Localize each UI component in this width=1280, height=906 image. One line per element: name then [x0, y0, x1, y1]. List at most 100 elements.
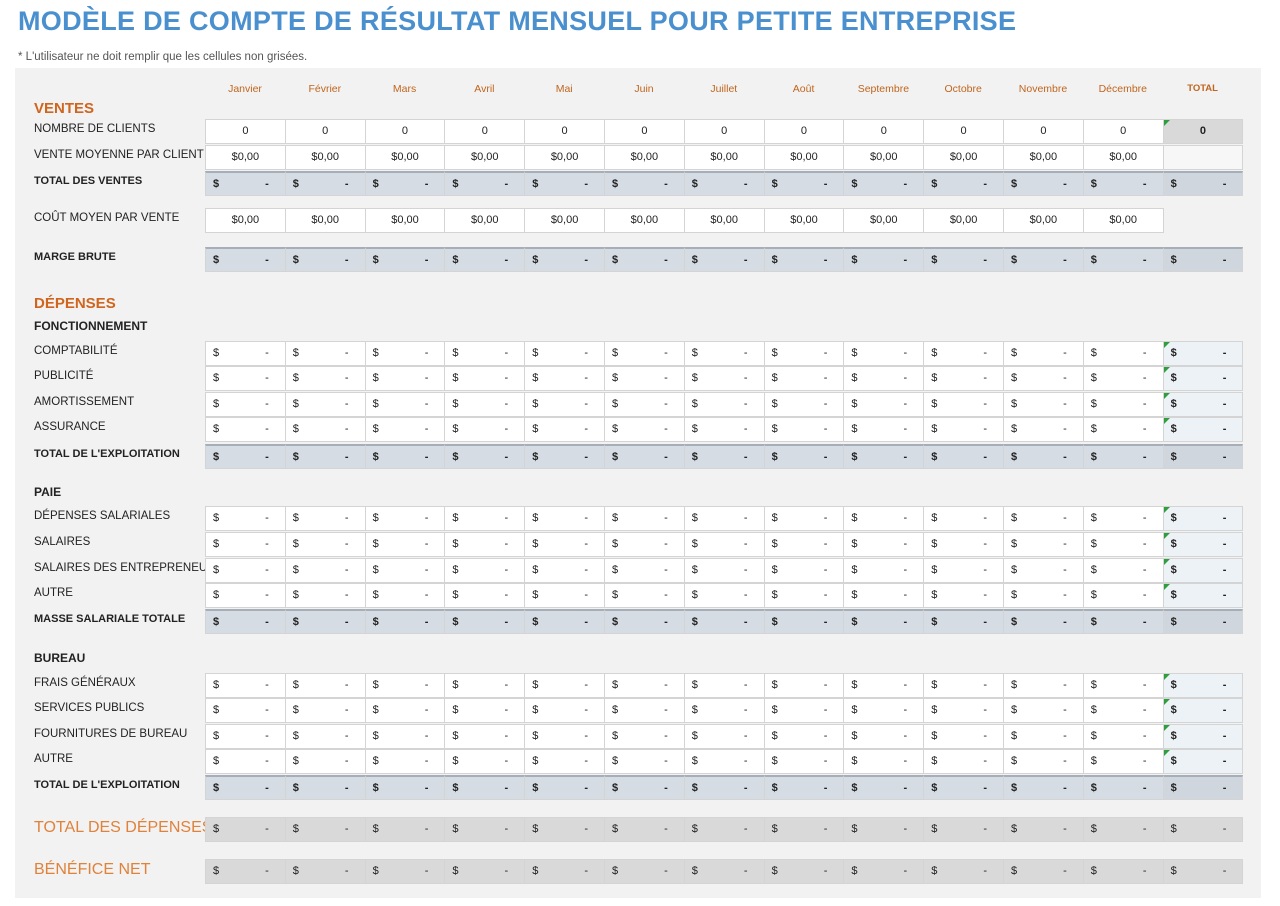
cell-value: -: [743, 371, 748, 384]
column-header: Avril: [474, 83, 495, 95]
cell: $ -: [284, 697, 366, 723]
cell-value: -: [983, 678, 987, 691]
cell-value: -: [983, 177, 987, 190]
cell-value: -: [664, 615, 668, 628]
currency-symbol: $: [532, 615, 539, 628]
formula-marker: [1163, 341, 1170, 348]
currency-symbol: $: [1090, 177, 1097, 190]
cell-value: $0,00: [550, 213, 579, 226]
cell: $ -: [1082, 443, 1164, 469]
cell: 0: [444, 118, 526, 144]
cell: $ -: [763, 340, 845, 366]
currency-symbol: $: [612, 371, 619, 384]
cell: $ -: [205, 858, 286, 884]
cell-value: -: [664, 537, 668, 550]
cell-value: -: [743, 397, 748, 410]
cell-value: -: [1222, 864, 1227, 877]
cell-value: -: [1063, 588, 1067, 601]
currency-symbol: $: [851, 703, 858, 716]
cell: $ -: [444, 340, 526, 366]
total-cell: $ -: [1162, 365, 1244, 391]
cell-value: -: [983, 397, 987, 410]
cell: $ -: [524, 723, 605, 749]
cell: $ -: [444, 748, 526, 774]
currency-symbol: $: [771, 371, 778, 384]
cell: $ -: [683, 365, 765, 391]
cell-value: -: [664, 511, 668, 524]
currency-symbol: $: [292, 537, 299, 550]
cell: $ -: [1082, 582, 1164, 608]
currency-symbol: $: [1170, 781, 1177, 794]
cell: $ -: [284, 391, 366, 417]
cell: $ -: [1003, 531, 1084, 557]
currency-symbol: $: [771, 177, 778, 190]
currency-symbol: $: [1090, 754, 1097, 767]
currency-symbol: $: [452, 678, 459, 691]
cell: $0,00: [1003, 207, 1084, 233]
currency-symbol: $: [452, 822, 459, 835]
currency-symbol: $: [771, 703, 778, 716]
cell-value: -: [983, 346, 987, 359]
cell-value: -: [584, 703, 588, 716]
cell: $0,00: [444, 144, 526, 170]
currency-symbol: $: [292, 397, 299, 410]
cell: $ -: [284, 748, 366, 774]
currency-symbol: $: [691, 253, 698, 266]
currency-symbol: $: [851, 729, 858, 742]
row-label: BUREAU: [34, 651, 86, 665]
cell: $ -: [604, 697, 685, 723]
cell-value: -: [664, 678, 668, 691]
cell-value: -: [504, 864, 509, 877]
cell: $ -: [683, 531, 765, 557]
currency-symbol: $: [372, 511, 379, 524]
cell: $ -: [205, 416, 286, 442]
cell: $ -: [205, 723, 286, 749]
cell: 0: [524, 118, 605, 144]
cell: $ -: [604, 416, 685, 442]
cell-value: -: [424, 371, 429, 384]
cell: $ -: [763, 672, 845, 698]
cell-value: -: [504, 537, 509, 550]
cell-value: -: [983, 450, 987, 463]
cell: $ -: [843, 748, 925, 774]
currency-symbol: $: [1011, 822, 1018, 835]
cell-value: -: [1063, 729, 1067, 742]
cell-value: -: [504, 450, 509, 463]
cell-value: -: [584, 346, 588, 359]
cell-value: -: [903, 754, 908, 767]
cell: $ -: [1003, 748, 1084, 774]
cell: $ -: [763, 723, 845, 749]
cell: $ -: [843, 557, 925, 583]
cell-value: -: [1063, 615, 1067, 628]
currency-symbol: $: [213, 864, 220, 877]
cell: $ -: [683, 170, 765, 196]
currency-symbol: $: [771, 781, 778, 794]
cell-value: -: [504, 678, 509, 691]
currency-symbol: $: [213, 371, 220, 384]
cell-value: -: [424, 422, 429, 435]
currency-symbol: $: [771, 253, 778, 266]
cell: $ -: [444, 774, 526, 800]
cell: $ -: [364, 672, 446, 698]
cell-value: -: [265, 678, 269, 691]
cell: $ -: [843, 723, 925, 749]
currency-symbol: $: [292, 177, 299, 190]
cell-value: -: [1142, 703, 1147, 716]
cell: $ -: [843, 774, 925, 800]
currency-symbol: $: [372, 678, 379, 691]
total-cell: $ -: [1162, 557, 1244, 583]
cell-value: -: [1063, 781, 1067, 794]
cell-value: -: [424, 781, 429, 794]
cell: $ -: [364, 340, 446, 366]
currency-symbol: $: [1011, 864, 1018, 877]
cell: $ -: [843, 672, 925, 698]
cell-value: -: [903, 422, 908, 435]
cell-value: -: [584, 177, 588, 190]
cell: $ -: [205, 531, 286, 557]
cell: $ -: [683, 557, 765, 583]
cell: $ -: [205, 340, 286, 366]
formula-marker: [1163, 558, 1170, 565]
currency-symbol: $: [452, 563, 459, 576]
row-label: COÛT MOYEN PAR VENTE: [34, 212, 180, 224]
cell-value: -: [424, 822, 429, 835]
